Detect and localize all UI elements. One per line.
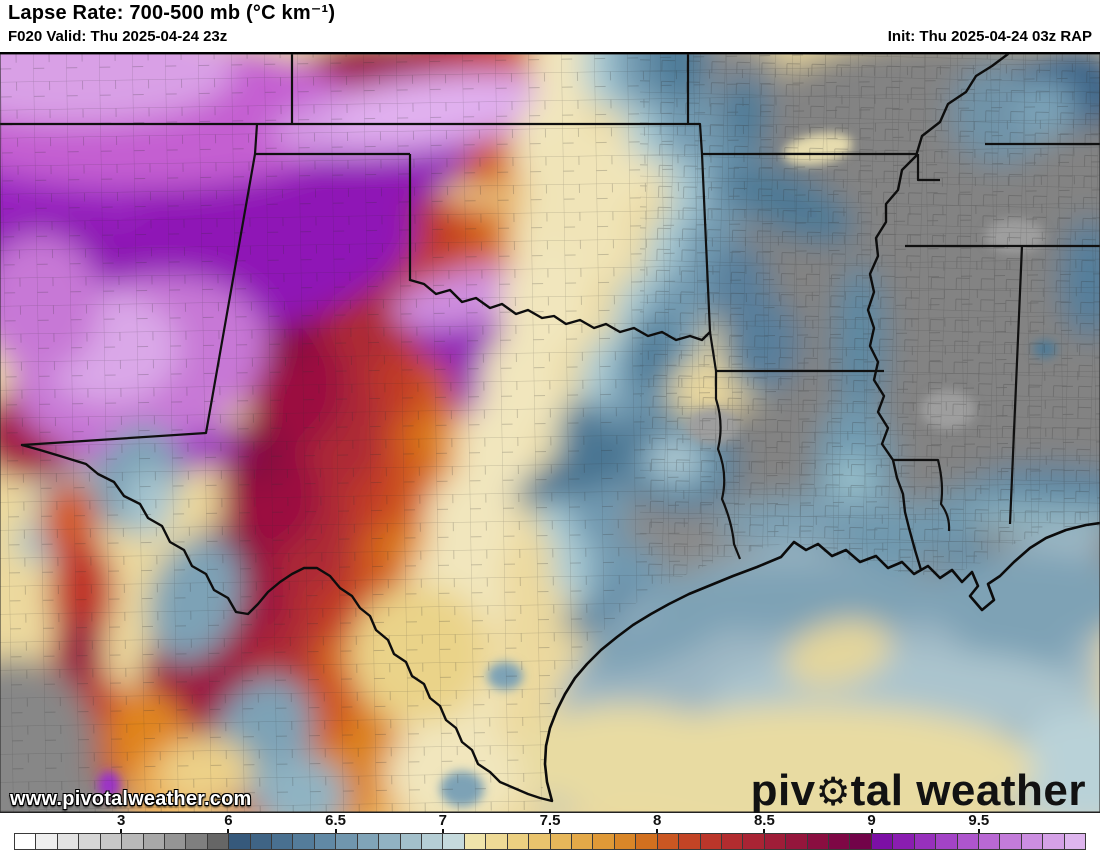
colorbar-cell	[314, 834, 337, 849]
colorbar-tick-label: 3	[117, 812, 126, 829]
header: Lapse Rate: 700-500 mb (°C km⁻¹) F020 Va…	[0, 0, 1100, 52]
colorbar-cell	[893, 834, 915, 849]
colorbar-cell	[593, 834, 615, 849]
colorbar-cell	[15, 834, 37, 849]
init-time-label: Init: Thu 2025-04-24 03z RAP	[887, 28, 1092, 45]
colorbar-cell	[614, 834, 637, 849]
colorbar-cell	[186, 834, 208, 849]
colorbar-cell	[36, 834, 58, 849]
colorbar-cell	[164, 834, 187, 849]
colorbar-cell	[743, 834, 765, 849]
colorbar-cell	[807, 834, 830, 849]
colorbar-cell	[57, 834, 80, 849]
colorbar-tick-mark	[549, 829, 551, 833]
red-river	[408, 278, 712, 342]
colorbar-cell	[657, 834, 680, 849]
colorbar-tick-label: 6	[224, 812, 233, 829]
river-boundaries	[20, 54, 1010, 803]
colorbar-tick-label: 6.5	[325, 812, 347, 829]
colorbar-cell	[829, 834, 851, 849]
colorbar-cell	[700, 834, 722, 849]
colorbar-tick-label: 9	[867, 812, 876, 829]
colorbar-cell	[679, 834, 701, 849]
colorbar-tick-row: 3 6 6.5 7 7.5 8 8.5 9 9.5	[14, 813, 1086, 833]
colorbar-tick-label: 7	[438, 812, 447, 829]
colorbar-cell	[721, 834, 744, 849]
colorbar-cell	[850, 834, 872, 849]
state-borders	[0, 54, 1100, 560]
valid-time-label: F020 Valid: Thu 2025-04-24 23z	[8, 28, 228, 45]
colorbar-cell	[336, 834, 358, 849]
colorbar-cell	[1000, 834, 1022, 849]
colorbar-tick-mark	[763, 829, 766, 833]
colorbar-tick-mark	[227, 829, 230, 833]
colorbar-tick-label: 8	[653, 812, 662, 829]
colorbar-tick-mark	[334, 829, 337, 833]
colorbar-tick-label: 8.5	[753, 812, 775, 829]
page-title: Lapse Rate: 700-500 mb (°C km⁻¹)	[8, 2, 336, 24]
rio-grande	[20, 443, 554, 803]
colorbar-cell	[486, 834, 508, 849]
colorbar-tick-mark	[870, 829, 873, 833]
colorbar-tick-label: 9.5	[968, 812, 990, 829]
colorbar-tick-mark	[977, 829, 980, 833]
colorbar-tick-mark	[656, 829, 659, 833]
map-area: www.pivotalweather.com piv⚙tal weather	[0, 52, 1100, 815]
colorbar-cell	[229, 834, 251, 849]
colorbar-cell	[272, 834, 294, 849]
gulf-coastline	[543, 521, 1100, 802]
colorbar-cell	[786, 834, 808, 849]
colorbar-cell	[400, 834, 423, 849]
colorbar-cell	[1021, 834, 1044, 849]
colorbar-tick-mark	[441, 829, 444, 833]
colorbar-cell	[143, 834, 165, 849]
colorbar-cell	[100, 834, 123, 849]
colorbar-cell	[529, 834, 551, 849]
colorbar-cell	[764, 834, 787, 849]
colorbar-cell	[636, 834, 658, 849]
colorbar-cell	[443, 834, 465, 849]
colorbar-cell	[507, 834, 530, 849]
colorbar-cell	[550, 834, 572, 849]
colorbar-cell	[293, 834, 315, 849]
colorbar-cell	[957, 834, 979, 849]
colorbar-cell	[914, 834, 937, 849]
county-boundaries	[0, 54, 1100, 812]
watermark-url: www.pivotalweather.com	[10, 788, 252, 810]
colorbar-cell	[1043, 834, 1065, 849]
colorbar-cell	[207, 834, 230, 849]
colorbar-cell	[379, 834, 401, 849]
colorbar-cell	[250, 834, 273, 849]
colorbar-cell	[357, 834, 380, 849]
colorbar-cell	[122, 834, 144, 849]
gear-icon: ⚙	[815, 771, 851, 814]
mississippi-river	[866, 54, 1010, 572]
colorbar-tick-mark	[120, 829, 123, 833]
colorbar-cell	[936, 834, 958, 849]
colorbar-cell	[1064, 834, 1086, 849]
colorbar-cell	[871, 834, 894, 849]
lapse-rate-map	[0, 54, 1100, 812]
colorbar-cell	[464, 834, 487, 849]
colorbar-cell	[571, 834, 594, 849]
pivotal-weather-logo: piv⚙tal weather	[750, 766, 1086, 815]
colorbar-cell	[79, 834, 101, 849]
colorbar: 3 6 6.5 7 7.5 8 8.5 9 9.5	[0, 813, 1100, 850]
colorbar-cell	[422, 834, 444, 849]
colorbar-scale	[14, 833, 1086, 850]
colorbar-tick-label: 7.5	[539, 812, 561, 829]
colorbar-cell	[978, 834, 1001, 849]
